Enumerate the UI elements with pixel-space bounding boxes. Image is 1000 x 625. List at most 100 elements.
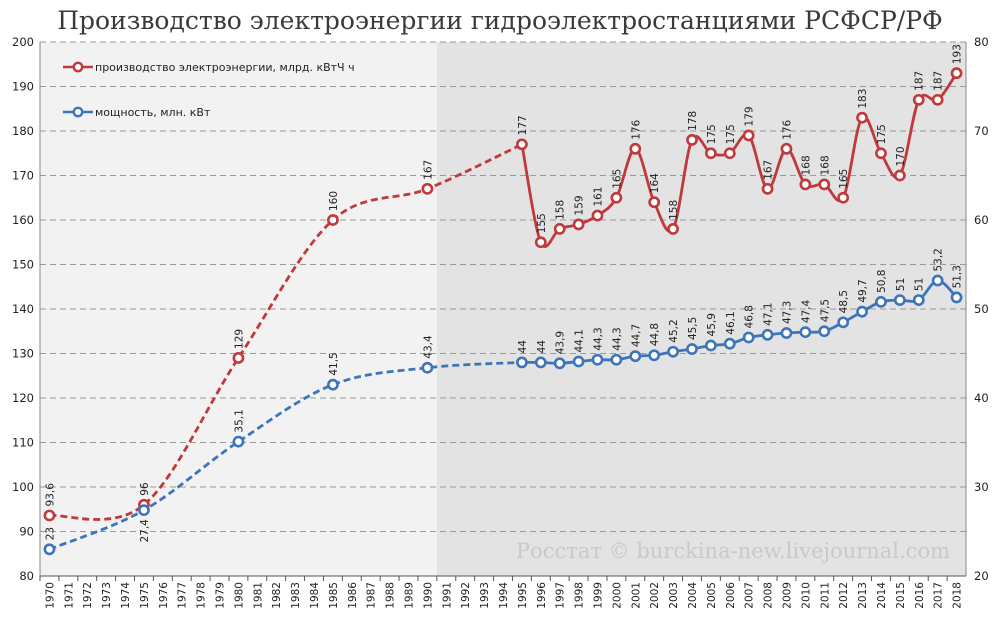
x-tick-label: 2018	[952, 582, 964, 609]
data-label-production: 164	[649, 173, 661, 193]
x-tick-label: 2005	[706, 582, 718, 609]
x-tick-label: 1994	[498, 582, 510, 609]
x-tick-label: 2015	[895, 582, 907, 609]
data-label-capacity: 53,2	[933, 248, 945, 271]
x-tick-label: 1988	[385, 582, 397, 609]
data-label-capacity: 44,8	[649, 323, 661, 346]
data-label-capacity: 44,3	[611, 327, 623, 350]
data-label-production: 158	[668, 200, 680, 220]
point-capacity	[931, 274, 944, 287]
point-capacity	[893, 294, 906, 306]
x-tick-label: 1973	[101, 582, 113, 609]
data-label-production: 167	[422, 160, 434, 180]
x-tick-label: 1995	[517, 582, 529, 609]
point-production	[327, 214, 339, 226]
point-production	[837, 191, 850, 204]
y-right-tick-label: 80	[974, 35, 989, 49]
point-capacity	[667, 345, 679, 358]
x-tick-label: 1991	[441, 582, 453, 609]
legend-marker-production	[72, 61, 84, 73]
point-production	[629, 142, 642, 155]
data-label-production: 193	[952, 44, 964, 64]
data-label-production: 96	[139, 482, 151, 496]
data-label-production: 183	[857, 89, 869, 109]
axes: 80 90 100 110 120 130 140 150 160 170 180 190 200 20 3…	[12, 35, 989, 609]
point-capacity	[742, 331, 755, 344]
x-tick-label: 1985	[328, 582, 340, 609]
y-left-tick-label: 90	[19, 525, 34, 539]
point-capacity	[232, 435, 245, 448]
data-label-capacity: 44	[536, 340, 548, 354]
point-production	[742, 129, 755, 142]
point-production	[534, 236, 547, 249]
point-production	[648, 196, 661, 209]
point-production	[515, 138, 528, 151]
data-label-production: 187	[933, 71, 945, 91]
point-production	[421, 182, 434, 195]
x-tick-label: 2009	[781, 582, 793, 609]
y-left-tick-label: 190	[12, 80, 34, 94]
point-capacity	[327, 378, 339, 391]
point-capacity	[912, 294, 925, 306]
data-label-production: 170	[895, 146, 907, 166]
plot-background-left	[40, 42, 437, 576]
y-right-tick-label: 70	[974, 124, 989, 138]
legend-label-production: производство электроэнергии, млрд. кВтЧ …	[95, 61, 355, 74]
point-capacity	[591, 353, 604, 366]
point-production	[761, 182, 774, 195]
x-tick-label: 2006	[725, 582, 737, 609]
data-label-capacity: 23	[44, 527, 56, 540]
x-tick-label: 1977	[177, 582, 189, 609]
point-capacity	[629, 350, 642, 363]
x-tick-label: 1970	[44, 582, 56, 609]
point-capacity	[572, 355, 585, 368]
point-capacity	[780, 327, 793, 339]
data-labels: 93,6 96 129 160 167 177 155 158 159 161 165 176 164 1…	[44, 44, 963, 542]
point-capacity	[950, 291, 963, 304]
data-label-production: 179	[744, 106, 756, 126]
data-label-capacity: 43,9	[555, 331, 567, 354]
x-tick-label: 1984	[309, 582, 321, 609]
data-label-capacity: 27,4	[139, 519, 151, 543]
x-tick-label: 1992	[460, 582, 472, 609]
data-label-production: 167	[763, 160, 775, 180]
x-tick-label: 2008	[763, 582, 775, 609]
point-production	[572, 218, 585, 231]
x-tick-label: 1993	[479, 582, 491, 609]
legend: производство электроэнергии, млрд. кВтЧ …	[63, 61, 355, 119]
data-label-capacity: 43,4	[422, 335, 434, 359]
point-production	[686, 133, 698, 146]
y-left-tick-label: 130	[12, 347, 34, 361]
x-tick-label: 1975	[139, 582, 151, 609]
point-capacity	[837, 316, 850, 329]
data-label-production: 165	[838, 169, 850, 189]
point-capacity	[553, 357, 566, 370]
x-tick-label: 1976	[158, 582, 170, 609]
data-label-capacity: 47,5	[819, 299, 831, 322]
y-left-tick-label: 140	[12, 302, 34, 316]
point-production	[875, 147, 887, 160]
data-label-capacity: 51	[895, 278, 907, 291]
point-capacity	[856, 305, 868, 318]
y-left-tick-label: 160	[12, 213, 34, 227]
point-production	[232, 352, 245, 364]
data-label-capacity: 44,3	[592, 327, 604, 350]
point-capacity	[43, 543, 56, 556]
x-tick-label: 1999	[592, 582, 604, 609]
x-tick-label: 2000	[611, 582, 623, 609]
series	[43, 67, 963, 556]
data-label-production: 175	[725, 124, 737, 144]
data-label-capacity: 45,5	[687, 317, 699, 340]
point-capacity	[723, 337, 736, 350]
data-label-capacity: 41,5	[328, 352, 340, 375]
point-capacity	[515, 356, 528, 369]
point-production	[667, 222, 679, 235]
x-tick-label: 1997	[555, 582, 567, 609]
x-tick-label: 1989	[404, 582, 416, 609]
data-label-production: 175	[706, 124, 718, 144]
data-label-production: 155	[536, 213, 548, 233]
x-tick-label: 2011	[819, 582, 831, 609]
data-label-production: 175	[876, 124, 888, 144]
x-tick-label: 1981	[252, 582, 264, 609]
